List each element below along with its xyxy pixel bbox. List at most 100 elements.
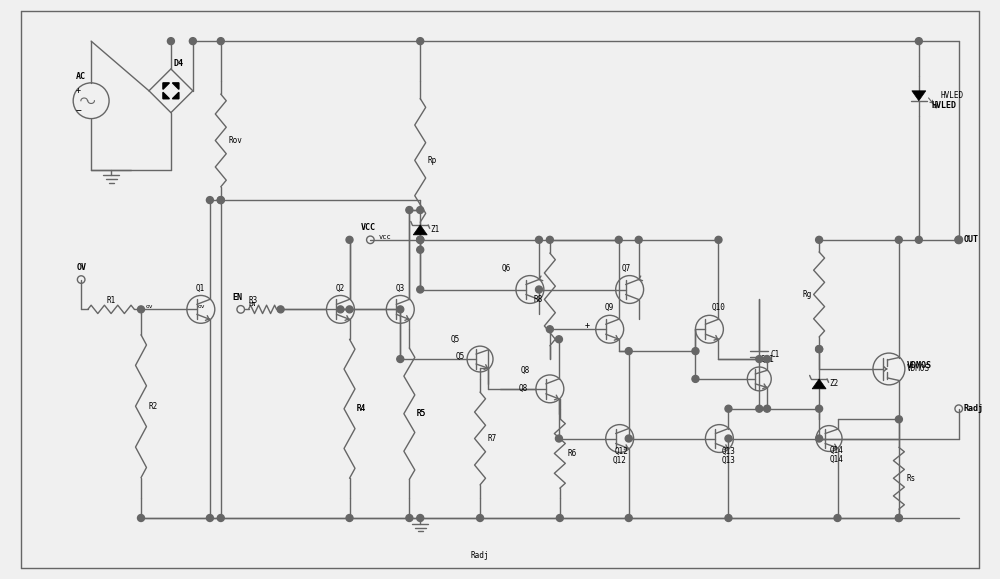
Circle shape [406, 207, 413, 214]
Text: VDMOS: VDMOS [907, 364, 930, 373]
Circle shape [477, 515, 484, 522]
Circle shape [725, 435, 732, 442]
Text: Q8: Q8 [519, 384, 528, 393]
Circle shape [555, 336, 562, 343]
Circle shape [417, 236, 424, 243]
Circle shape [417, 515, 424, 522]
Text: Q13: Q13 [721, 448, 735, 456]
Circle shape [397, 306, 404, 313]
Text: Q8: Q8 [521, 366, 530, 375]
Circle shape [406, 515, 413, 522]
Text: Q14: Q14 [830, 446, 844, 456]
Text: Q12: Q12 [615, 448, 629, 456]
Circle shape [536, 236, 542, 243]
Text: R6: R6 [567, 449, 577, 458]
Circle shape [955, 236, 962, 243]
Circle shape [816, 346, 823, 353]
Text: EN: EN [249, 302, 256, 307]
Circle shape [346, 306, 353, 313]
Circle shape [417, 207, 424, 214]
Text: R2: R2 [148, 402, 158, 411]
Polygon shape [172, 92, 179, 99]
Polygon shape [163, 92, 169, 99]
Text: HVLED: HVLED [932, 101, 957, 110]
Circle shape [764, 405, 771, 412]
Text: Rov: Rov [228, 136, 242, 145]
Polygon shape [163, 83, 169, 89]
Circle shape [816, 236, 823, 243]
Circle shape [725, 405, 732, 412]
Text: OUT: OUT [964, 235, 979, 244]
Circle shape [189, 38, 196, 45]
Text: Q14: Q14 [830, 455, 844, 464]
Circle shape [816, 405, 823, 412]
Circle shape [277, 306, 284, 313]
Circle shape [895, 236, 902, 243]
Text: VDMOS: VDMOS [907, 361, 932, 371]
Circle shape [756, 356, 763, 362]
Circle shape [895, 515, 902, 522]
Circle shape [692, 347, 699, 354]
Circle shape [615, 236, 622, 243]
Text: Q6: Q6 [502, 263, 511, 273]
Circle shape [692, 375, 699, 382]
Circle shape [206, 515, 213, 522]
Text: Rp: Rp [428, 156, 437, 165]
Circle shape [417, 246, 424, 253]
Circle shape [725, 515, 732, 522]
Circle shape [217, 197, 224, 204]
Polygon shape [912, 91, 926, 101]
Polygon shape [812, 379, 826, 389]
Text: Radj: Radj [964, 404, 984, 413]
Text: AC: AC [76, 72, 86, 82]
Circle shape [816, 346, 823, 353]
Text: Z1: Z1 [430, 225, 439, 234]
Polygon shape [172, 83, 179, 89]
Circle shape [536, 286, 542, 293]
Text: Q5: Q5 [450, 335, 459, 344]
Circle shape [346, 515, 353, 522]
Text: Q9: Q9 [605, 303, 614, 312]
Text: Q13: Q13 [721, 456, 735, 465]
Text: R5: R5 [416, 409, 426, 418]
Text: R3: R3 [249, 296, 258, 305]
Circle shape [625, 515, 632, 522]
Text: Q11: Q11 [760, 355, 774, 364]
Circle shape [915, 236, 922, 243]
Text: Q2: Q2 [335, 284, 345, 292]
Circle shape [337, 306, 344, 313]
Circle shape [756, 405, 763, 412]
Text: +: + [585, 321, 590, 330]
Text: C1: C1 [770, 350, 779, 358]
Circle shape [206, 197, 213, 204]
Circle shape [816, 435, 823, 442]
Circle shape [217, 38, 224, 45]
Text: R4: R4 [356, 404, 366, 413]
Text: Q7: Q7 [622, 263, 631, 273]
Circle shape [217, 515, 224, 522]
Text: R1: R1 [106, 296, 116, 305]
Text: +: + [76, 86, 81, 96]
Circle shape [635, 236, 642, 243]
Text: R4: R4 [357, 404, 366, 413]
Circle shape [764, 356, 771, 362]
Text: R5: R5 [417, 409, 426, 418]
Text: Radj: Radj [471, 551, 489, 560]
Circle shape [915, 38, 922, 45]
Circle shape [546, 326, 553, 333]
Text: Q12: Q12 [613, 456, 627, 465]
Circle shape [138, 306, 144, 313]
Text: R8: R8 [533, 295, 542, 304]
Text: ov: ov [146, 304, 153, 309]
Text: Q1: Q1 [196, 284, 205, 292]
Circle shape [397, 356, 404, 362]
Text: EN: EN [233, 293, 243, 302]
Circle shape [895, 515, 902, 522]
Text: Q3: Q3 [395, 284, 405, 292]
Circle shape [625, 347, 632, 354]
Circle shape [417, 236, 424, 243]
Circle shape [625, 435, 632, 442]
Text: Rs: Rs [906, 474, 916, 483]
Circle shape [715, 236, 722, 243]
Text: HVLED: HVLED [941, 91, 964, 100]
